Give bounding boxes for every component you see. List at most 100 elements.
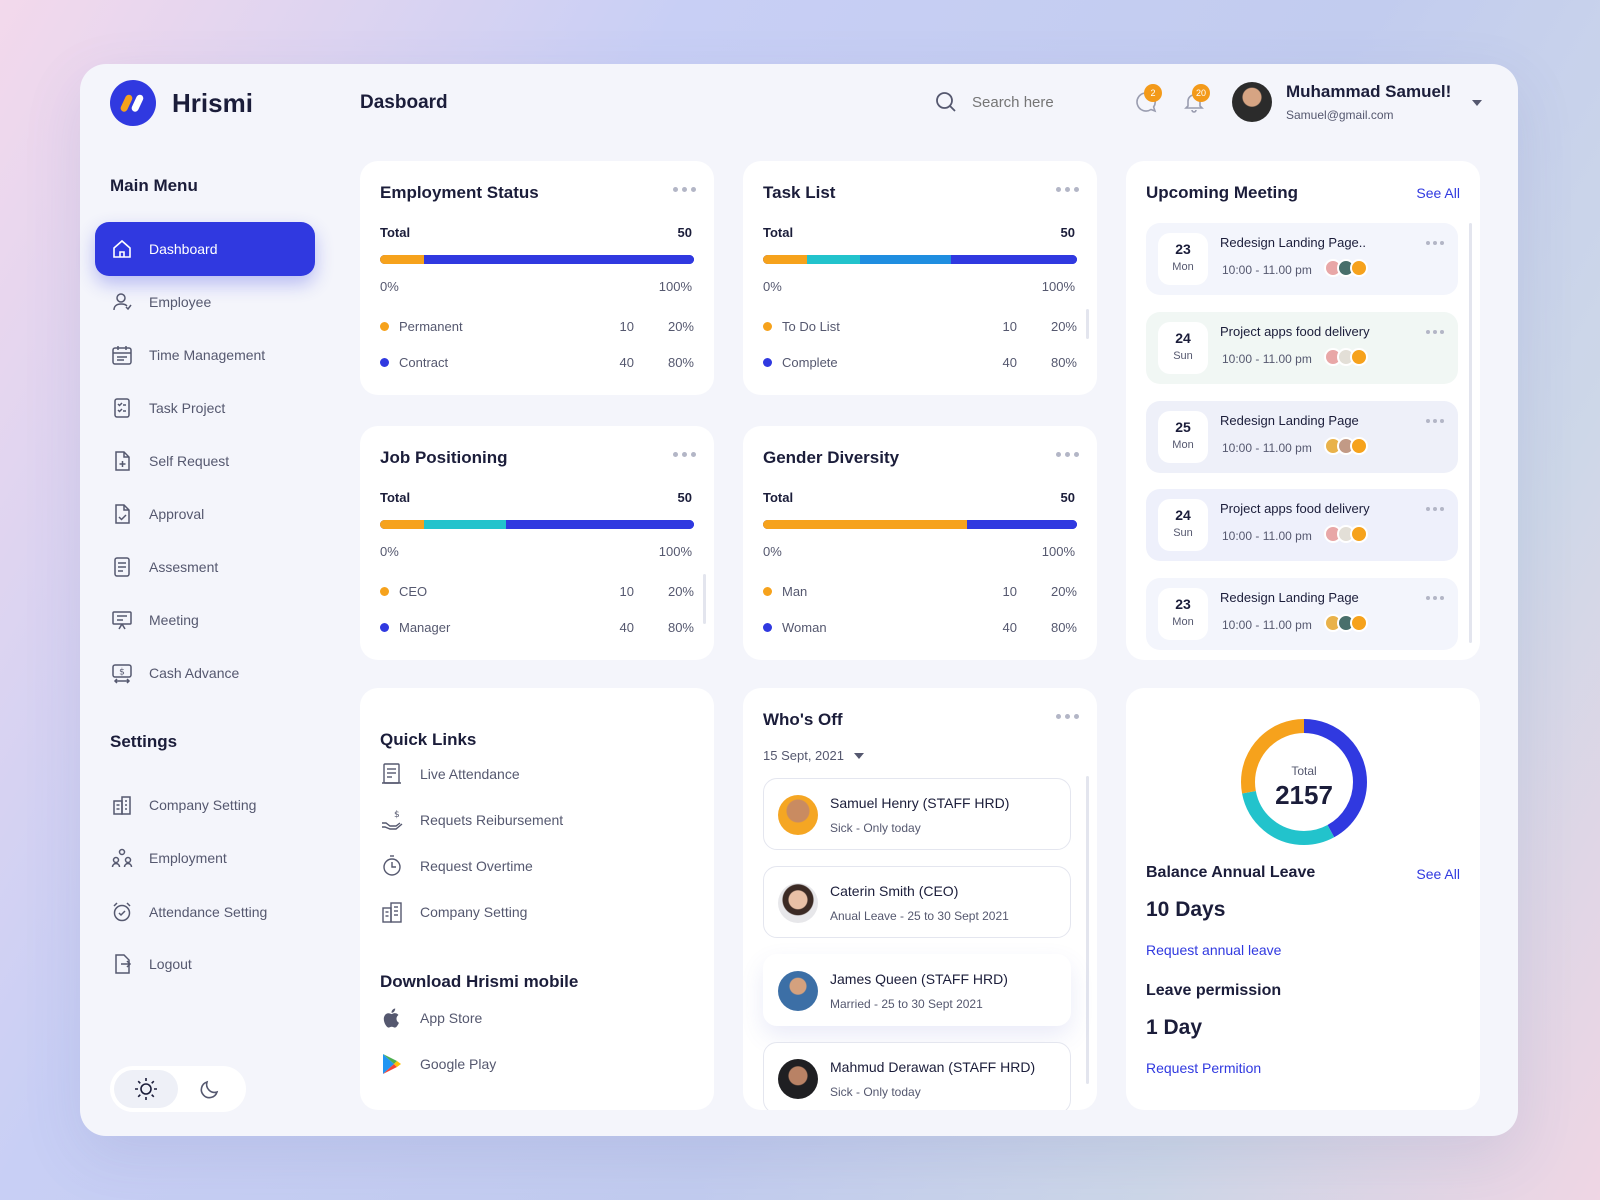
percent-row: 0% 100% xyxy=(763,279,1075,294)
legend-dot xyxy=(380,623,389,632)
sidebar-item-time-management[interactable]: Time Management xyxy=(95,328,315,382)
light-mode-button[interactable] xyxy=(114,1070,178,1108)
sidebar-item-company-setting[interactable]: Company Setting xyxy=(95,778,315,832)
person-note: Sick - Only today xyxy=(830,1085,921,1099)
max-label: 100% xyxy=(658,544,692,559)
more-icon[interactable] xyxy=(1426,419,1444,423)
svg-text:$: $ xyxy=(119,668,125,678)
legend-dot xyxy=(380,358,389,367)
meeting-day: 25 xyxy=(1175,419,1191,435)
more-icon[interactable] xyxy=(673,187,696,192)
legend-row: Man 10 20% xyxy=(763,584,1077,599)
sidebar-item-dashboard[interactable]: Dashboard xyxy=(95,222,315,276)
meeting-date: 23 Mon xyxy=(1158,233,1208,285)
scrollbar[interactable] xyxy=(1086,309,1089,339)
meeting-item[interactable]: 25 Mon Redesign Landing Page 10:00 - 11.0… xyxy=(1146,401,1458,473)
sidebar-item-assesment[interactable]: Assesment xyxy=(95,540,315,594)
meeting-date: 25 Mon xyxy=(1158,411,1208,463)
page-title: Dasboard xyxy=(360,92,448,113)
scrollbar[interactable] xyxy=(1469,223,1472,643)
list-item[interactable]: Caterin Smith (CEO) Anual Leave - 25 to … xyxy=(763,866,1071,938)
progress-bar xyxy=(380,520,694,529)
sidebar-item-cash-advance[interactable]: $ Cash Advance xyxy=(95,646,315,700)
sidebar-item-approval[interactable]: Approval xyxy=(95,487,315,541)
bar-segment-middle xyxy=(423,520,506,529)
avatar xyxy=(778,971,818,1011)
google-play-link[interactable]: Google Play xyxy=(380,1052,496,1076)
scrollbar[interactable] xyxy=(703,574,706,624)
meeting-item[interactable]: 24 Sun Project apps food delivery 10:00 -… xyxy=(1146,489,1458,561)
notification-button[interactable]: 20 xyxy=(1182,84,1210,116)
app-store-link[interactable]: App Store xyxy=(380,1006,482,1030)
sidebar-item-label: Dashboard xyxy=(149,241,218,257)
more-icon[interactable] xyxy=(1056,714,1079,719)
chevron-down-icon xyxy=(853,752,864,759)
list-item[interactable]: Samuel Henry (STAFF HRD) Sick - Only tod… xyxy=(763,778,1071,850)
date-filter[interactable]: 15 Sept, 2021 xyxy=(763,748,864,763)
balance-title: Balance Annual Leave xyxy=(1146,864,1316,881)
donut-value: 2157 xyxy=(1275,780,1333,810)
legend-name: Contract xyxy=(399,355,449,370)
brand-logo-icon xyxy=(110,80,156,126)
calendar-icon xyxy=(112,346,132,365)
sidebar-item-label: Attendance Setting xyxy=(149,904,268,920)
sidebar-item-employment[interactable]: Employment xyxy=(95,831,315,885)
donut-label: Total xyxy=(1291,764,1317,778)
sidebar-item-employee[interactable]: Employee xyxy=(95,275,315,329)
sidebar-item-attendance-setting[interactable]: Attendance Setting xyxy=(95,885,315,939)
progress-bar xyxy=(380,255,694,264)
quick-link-request-overtime[interactable]: Request Overtime xyxy=(380,854,533,878)
meeting-day: 24 xyxy=(1175,507,1191,523)
search-input[interactable] xyxy=(972,94,1092,111)
more-icon[interactable] xyxy=(1056,187,1079,192)
user-avatar[interactable] xyxy=(1232,82,1272,122)
moon-icon xyxy=(200,1080,219,1099)
legend-row: CEO 10 20% xyxy=(380,584,694,599)
more-icon[interactable] xyxy=(1056,452,1079,457)
whos-off-card: Who's Off 15 Sept, 2021 Samuel Henry (ST… xyxy=(743,688,1097,1110)
min-label: 0% xyxy=(763,279,782,294)
list-item[interactable]: Mahmud Derawan (STAFF HRD) Sick - Only t… xyxy=(763,1042,1071,1110)
chevron-down-icon[interactable] xyxy=(1472,100,1482,106)
quick-link-reimbursement[interactable]: $ Requets Reibursement xyxy=(380,808,563,832)
more-icon[interactable] xyxy=(1426,596,1444,600)
meeting-date: 24 Sun xyxy=(1158,499,1208,551)
see-all-link[interactable]: See All xyxy=(1416,866,1460,882)
chat-button[interactable]: 2 xyxy=(1134,84,1162,116)
avatar xyxy=(778,1059,818,1099)
meeting-item[interactable]: 24 Sun Project apps food delivery 10:00 -… xyxy=(1146,312,1458,384)
legend-row: Contract 40 80% xyxy=(380,355,694,370)
donut-segment-teal xyxy=(1241,719,1367,845)
legend-percent: 80% xyxy=(667,620,694,635)
search-icon[interactable] xyxy=(934,90,958,119)
quick-link-live-attendance[interactable]: Live Attendance xyxy=(380,762,520,786)
sidebar-item-meeting[interactable]: Meeting xyxy=(95,593,315,647)
meeting-item[interactable]: 23 Mon Redesign Landing Page 10:00 - 11.0… xyxy=(1146,578,1458,650)
more-icon[interactable] xyxy=(1426,330,1444,334)
list-item[interactable]: James Queen (STAFF HRD) Married - 25 to … xyxy=(763,954,1071,1026)
meeting-date: 24 Sun xyxy=(1158,322,1208,374)
sidebar-item-label: Self Request xyxy=(149,453,230,469)
see-all-link[interactable]: See All xyxy=(1416,185,1460,201)
sidebar-item-logout[interactable]: Logout xyxy=(95,937,315,991)
sidebar-item-self-request[interactable]: Self Request xyxy=(95,434,315,488)
more-icon[interactable] xyxy=(673,452,696,457)
meeting-time: 10:00 - 11.00 pm xyxy=(1222,263,1312,277)
theme-toggle[interactable] xyxy=(110,1066,246,1112)
sidebar-item-task-project[interactable]: Task Project xyxy=(95,381,315,435)
dark-mode-button[interactable] xyxy=(178,1070,242,1108)
more-icon[interactable] xyxy=(1426,507,1444,511)
max-label: 100% xyxy=(658,279,692,294)
sidebar-item-label: Company Setting xyxy=(149,797,257,813)
legend-row: Woman 40 80% xyxy=(763,620,1077,635)
user-name: Muhammad Samuel! xyxy=(1286,82,1452,101)
scrollbar[interactable] xyxy=(1086,776,1089,1084)
more-icon[interactable] xyxy=(1426,241,1444,245)
avatar xyxy=(778,883,818,923)
total-row: Total 50 xyxy=(380,490,692,505)
request-annual-leave-link[interactable]: Request annual leave xyxy=(1146,942,1282,958)
quick-link-company-setting[interactable]: Company Setting xyxy=(380,900,527,924)
request-permission-link[interactable]: Request Permition xyxy=(1146,1060,1262,1076)
meeting-item[interactable]: 23 Mon Redesign Landing Page.. 10:00 - 11… xyxy=(1146,223,1458,295)
meeting-time: 10:00 - 11.00 pm xyxy=(1222,618,1312,632)
